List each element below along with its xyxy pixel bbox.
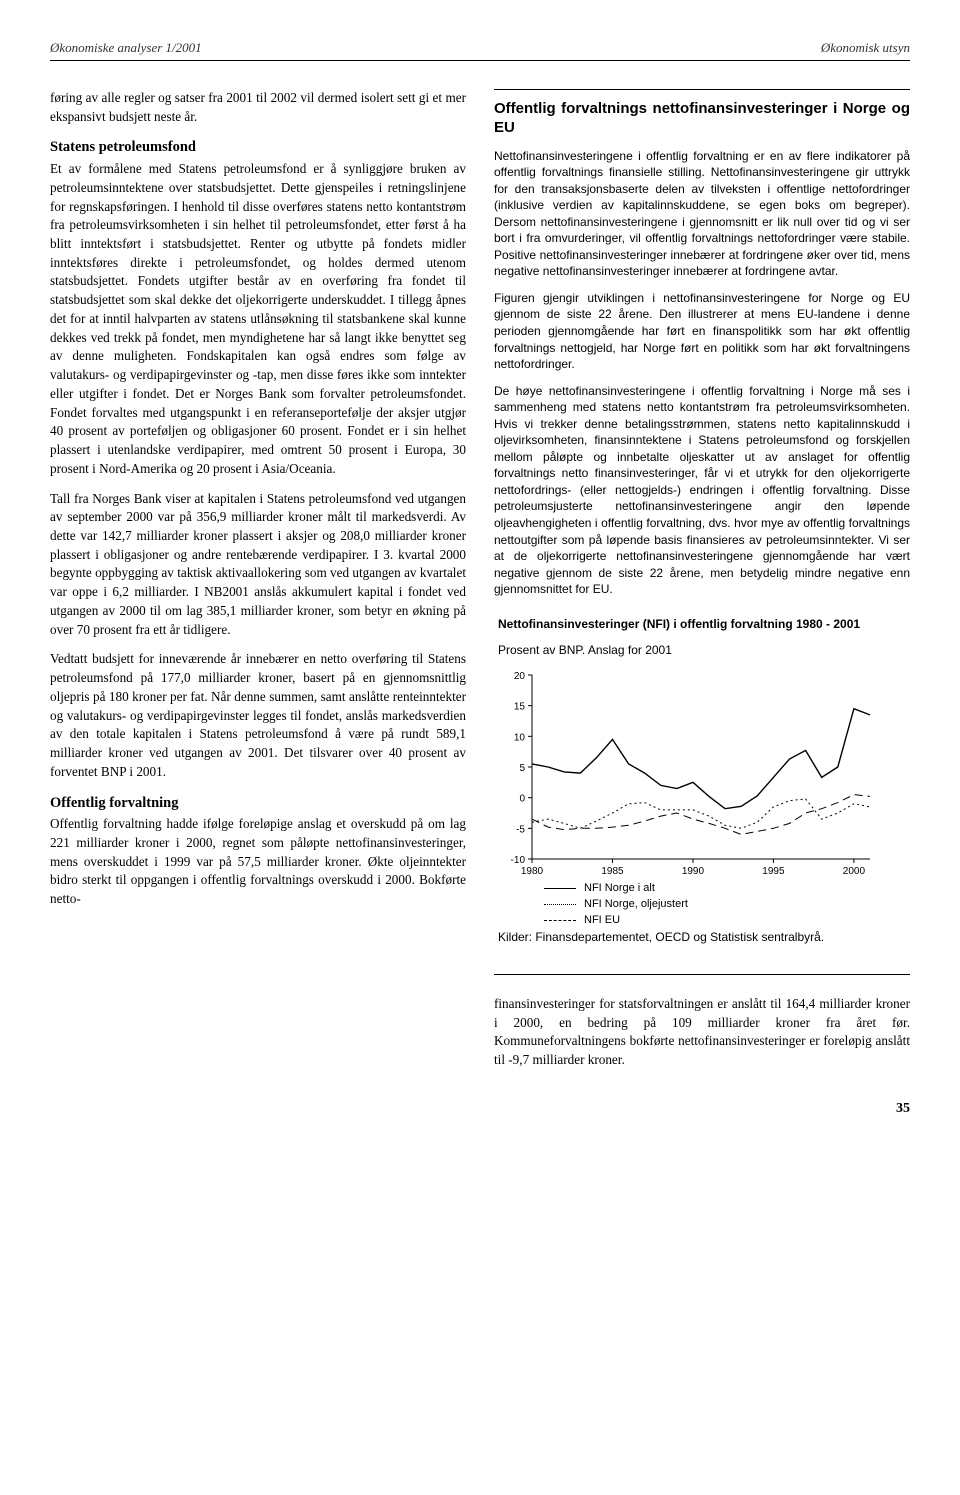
chart-svg: -10 -5 0 5 10 15 20 1980 1985 1990 1995 2000 <box>498 669 878 879</box>
svg-text:20: 20 <box>514 671 526 682</box>
svg-text:10: 10 <box>514 732 526 743</box>
left-p2: Et av formålene med Statens petroleumsfo… <box>50 160 466 478</box>
svg-text:1995: 1995 <box>762 866 785 877</box>
left-heading-petroleum: Statens petroleumsfond <box>50 137 466 158</box>
legend-label-eu: NFI EU <box>584 913 620 928</box>
legend-label-norge-alt: NFI Norge i alt <box>584 881 655 896</box>
svg-text:-10: -10 <box>511 855 526 866</box>
chart-legend: NFI Norge i alt NFI Norge, oljejustert N… <box>544 881 906 929</box>
page-number: 35 <box>50 1101 910 1117</box>
left-p1: føring av alle regler og satser fra 2001… <box>50 89 466 126</box>
legend-label-norge-olje: NFI Norge, oljejustert <box>584 897 688 912</box>
chart-source: Kilder: Finansdepartementet, OECD og Sta… <box>498 929 906 946</box>
chart-subtitle: Prosent av BNP. Anslag for 2001 <box>498 642 906 659</box>
legend-item-eu: NFI EU <box>544 913 906 928</box>
svg-text:1980: 1980 <box>521 866 544 877</box>
legend-item-norge-alt: NFI Norge i alt <box>544 881 906 896</box>
svg-text:1985: 1985 <box>601 866 624 877</box>
left-p5: Offentlig forvaltning hadde ifølge forel… <box>50 815 466 909</box>
svg-text:5: 5 <box>519 763 525 774</box>
left-p4: Vedtatt budsjett for inneværende år inne… <box>50 650 466 781</box>
right-column: Offentlig forvaltnings nettofinansinvest… <box>494 89 910 1083</box>
sidebar-p1: Nettofinansinvesteringene i offentlig fo… <box>494 148 910 280</box>
left-p3: Tall fra Norges Bank viser at kapitalen … <box>50 490 466 640</box>
svg-text:2000: 2000 <box>843 866 866 877</box>
sidebar-p3: De høye nettofinansinvesteringene i offe… <box>494 383 910 598</box>
svg-text:15: 15 <box>514 701 526 712</box>
left-heading-offentlig: Offentlig forvaltning <box>50 793 466 814</box>
header-right: Økonomisk utsyn <box>821 40 910 56</box>
header-rule <box>50 60 910 61</box>
sidebar-title: Offentlig forvaltnings nettofinansinvest… <box>494 100 910 138</box>
chart-title: Nettofinansinvesteringer (NFI) i offentl… <box>498 616 906 633</box>
svg-text:-5: -5 <box>516 824 525 835</box>
chart-container: Nettofinansinvesteringer (NFI) i offentl… <box>494 608 910 960</box>
svg-text:1990: 1990 <box>682 866 705 877</box>
header-left: Økonomiske analyser 1/2001 <box>50 40 202 56</box>
legend-item-norge-olje: NFI Norge, oljejustert <box>544 897 906 912</box>
right-bottom-para: finansinvesteringer for statsforvaltning… <box>494 995 910 1070</box>
sidebar-box: Offentlig forvaltnings nettofinansinvest… <box>494 89 910 975</box>
svg-text:0: 0 <box>519 793 525 804</box>
sidebar-p2: Figuren gjengir utviklingen i nettofinan… <box>494 290 910 373</box>
left-column: føring av alle regler og satser fra 2001… <box>50 89 466 1083</box>
